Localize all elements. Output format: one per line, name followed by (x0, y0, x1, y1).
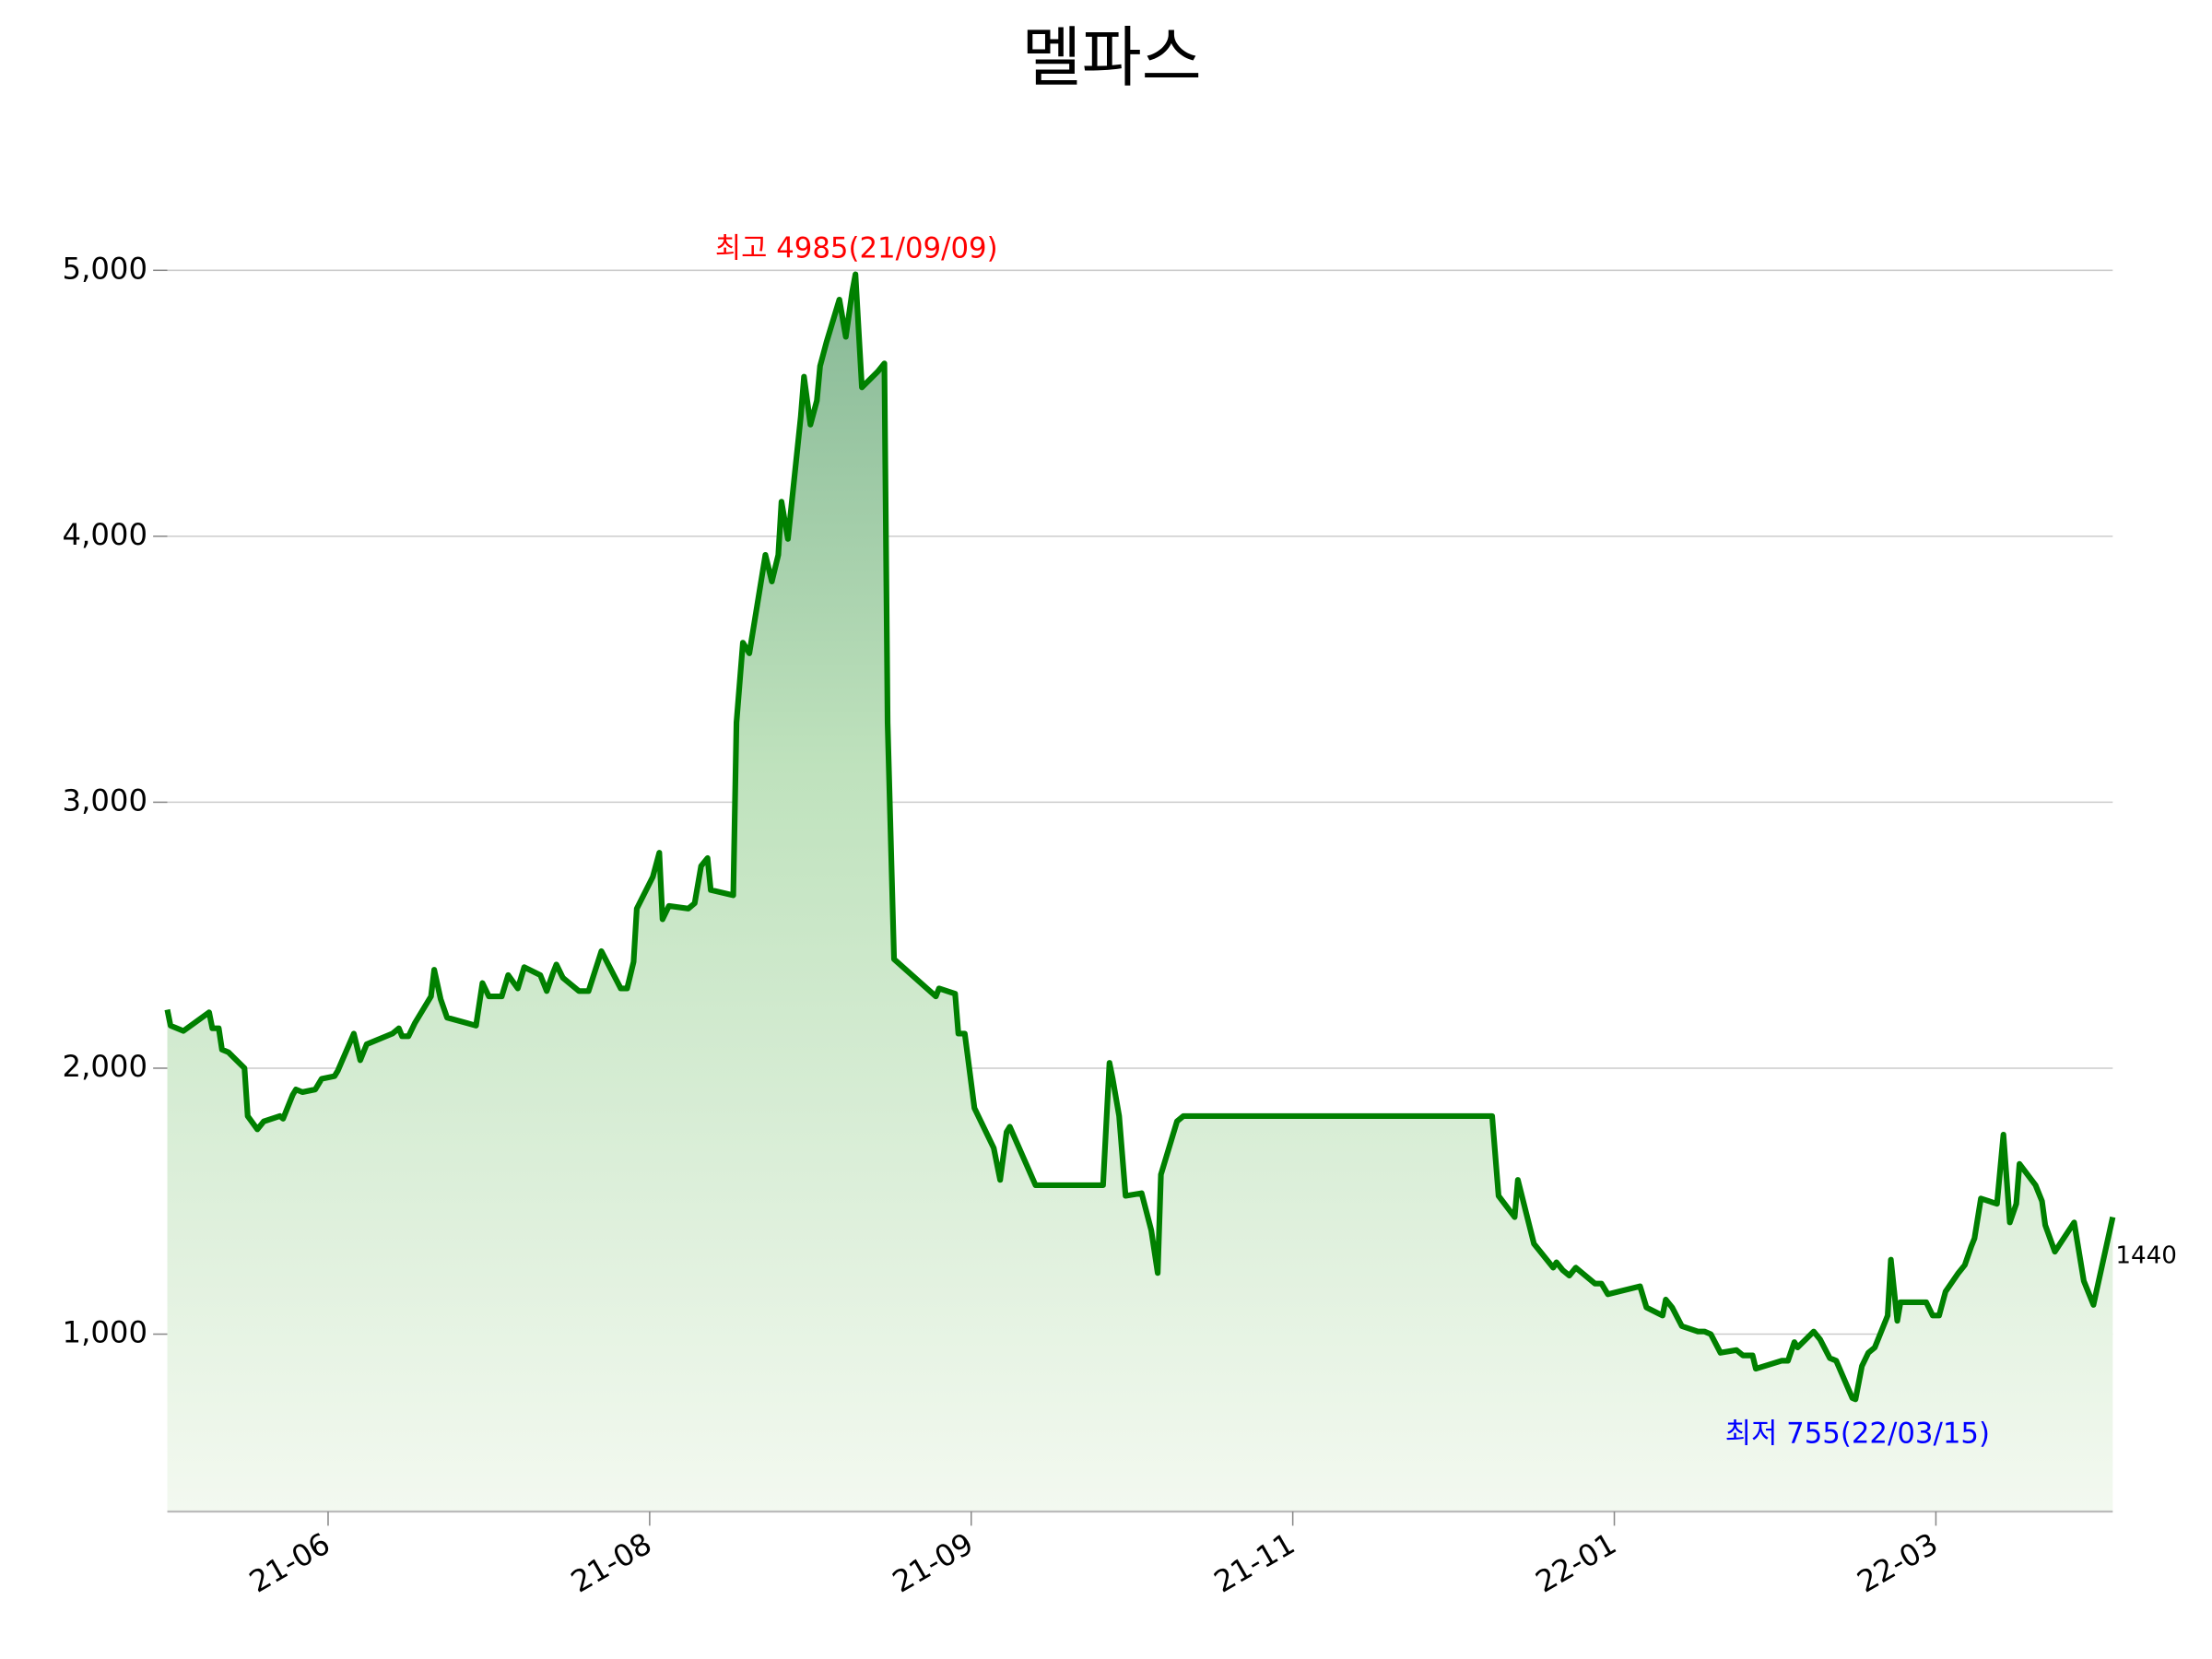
y-tick-label: 1,000 (63, 1315, 147, 1350)
y-tick-label: 2,000 (63, 1049, 147, 1084)
min-annotation: 최저 755(22/03/15) (1725, 1417, 1990, 1450)
y-tick-label: 5,000 (63, 251, 147, 286)
last-annotation: 1440 (2115, 1242, 2177, 1270)
x-tick-label: 21-08 (565, 1526, 657, 1600)
x-tick-label: 21-06 (243, 1526, 335, 1600)
chart-title: 멜파스 (1022, 19, 1202, 96)
x-tick-label: 21-11 (1208, 1526, 1300, 1600)
y-tick-label: 3,000 (63, 782, 147, 818)
area-fill (167, 274, 2113, 1512)
price-line (164, 271, 2116, 1403)
x-tick-label: 21-09 (887, 1526, 979, 1600)
x-tick-label: 22-01 (1530, 1526, 1622, 1600)
x-tick-label: 22-03 (1852, 1526, 1944, 1600)
max-annotation: 최고 4985(21/09/09) (715, 231, 998, 265)
y-tick-label: 4,000 (63, 517, 147, 552)
